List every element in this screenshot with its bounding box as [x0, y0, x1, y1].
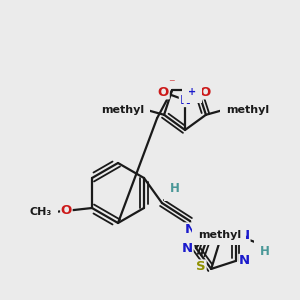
Text: methyl: methyl — [100, 105, 143, 115]
Text: H: H — [260, 245, 270, 258]
Text: +: + — [188, 87, 196, 97]
Text: methyl: methyl — [101, 105, 144, 115]
Text: methyl: methyl — [227, 105, 270, 115]
Text: N: N — [179, 94, 191, 106]
Text: N: N — [158, 86, 169, 99]
Text: S: S — [196, 260, 206, 273]
Text: N: N — [201, 86, 212, 99]
Text: N: N — [239, 229, 250, 242]
Text: H: H — [170, 182, 180, 195]
Text: methyl: methyl — [226, 105, 269, 115]
Text: O: O — [61, 203, 72, 217]
Text: N: N — [182, 242, 193, 254]
Text: methyl: methyl — [198, 230, 241, 240]
Text: CH₃: CH₃ — [30, 207, 52, 217]
Text: ⁻: ⁻ — [168, 77, 174, 91]
Text: O: O — [200, 85, 211, 98]
Text: N: N — [239, 254, 250, 267]
Text: N: N — [184, 223, 196, 236]
Text: O: O — [158, 85, 169, 98]
